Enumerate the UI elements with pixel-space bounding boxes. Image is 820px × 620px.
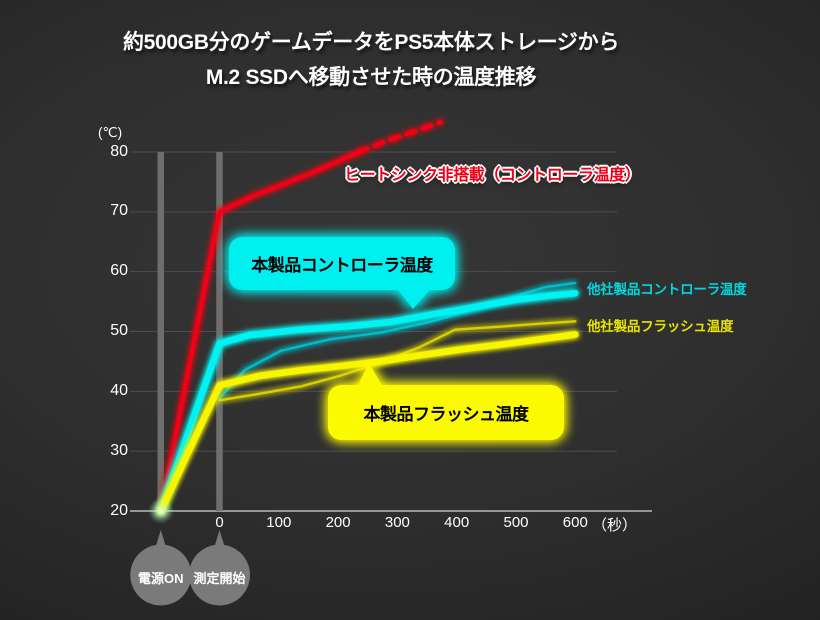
event-pin-power-on: [130, 530, 192, 606]
x-tick-500: 500: [503, 514, 529, 531]
series-line-no-heatsink-controller-projection: [356, 119, 443, 155]
product-controller-callout-shape: [229, 237, 455, 309]
chart-title-line2: M.2 SSDへ移動させた時の温度推移: [205, 66, 537, 89]
event-bar-measure-start: [216, 152, 223, 511]
x-tick-200: 200: [325, 514, 351, 531]
series-line-product-controller: [157, 289, 579, 515]
series-line-no-heatsink-controller: [158, 150, 361, 513]
event-pins: [130, 530, 250, 606]
y-tick-20: 20: [110, 501, 128, 519]
other-flash-line-label: 他社製品フラッシュ温度: [587, 319, 734, 334]
x-tick-0: 0: [215, 514, 224, 531]
y-tick-30: 30: [110, 441, 128, 459]
event-pin-measure-start: [189, 530, 250, 606]
y-tick-60: 60: [110, 262, 128, 280]
y-tick-50: 50: [110, 322, 128, 339]
series-lines: [157, 119, 579, 515]
event-pin-label-measure-start: 測定開始: [193, 571, 246, 586]
series-line-other-controller: [218, 281, 577, 400]
y-tick-80: 80: [110, 142, 128, 160]
x-tick-600: 600: [562, 514, 588, 531]
series-line-other-flash: [218, 320, 577, 402]
chart-title-line1: 約500GB分のゲームデータをPS5本体ストレージから: [122, 31, 620, 54]
other-controller-line-label: 他社製品コントローラ温度: [587, 282, 747, 297]
x-axis-unit-label: （秒）: [592, 517, 638, 534]
event-pin-label-power-on: 電源ON: [138, 571, 184, 586]
event-bar-power-on: [157, 152, 165, 511]
x-tick-100: 100: [266, 514, 292, 531]
y-tick-40: 40: [110, 381, 128, 399]
product-controller-callout-label: 本製品コントローラ温度: [251, 256, 433, 275]
series-line-product-flash: [157, 331, 579, 515]
product-flash-callout-label: 本製品フラッシュ温度: [363, 405, 530, 424]
start-glow: [148, 498, 174, 524]
event-bars: [157, 152, 223, 511]
y-tick-70: 70: [110, 202, 128, 220]
no-heatsink-annotation: ヒートシンク非搭載（コントローラ温度）: [344, 167, 641, 184]
x-tick-300: 300: [384, 514, 410, 531]
y-axis-unit-label: (℃): [98, 125, 123, 140]
x-tick-400: 400: [444, 514, 470, 531]
product-flash-callout-shape: [328, 363, 564, 440]
chart-title: 約500GB分のゲームデータをPS5本体ストレージから M.2 SSDへ移動させ…: [0, 25, 742, 95]
